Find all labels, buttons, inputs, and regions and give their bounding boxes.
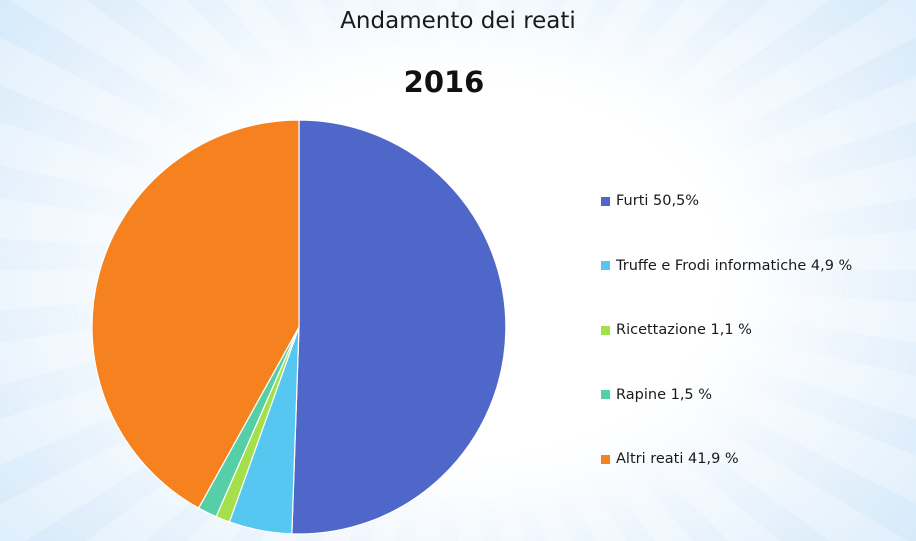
legend-label: Ricettazione 1,1 % — [616, 322, 752, 338]
pie-slice-4 — [91, 119, 300, 509]
pie-slice-0 — [291, 119, 507, 535]
legend-item-1: Truffe e Frodi informatiche 4,9 % — [601, 255, 852, 277]
chart-legend: Furti 50,5% Truffe e Frodi informatiche 4… — [601, 190, 852, 513]
legend-label: Furti 50,5% — [616, 193, 700, 209]
legend-item-4: Altri reati 41,9 % — [601, 448, 852, 470]
legend-label: Altri reati 41,9 % — [616, 451, 739, 467]
legend-item-2: Ricettazione 1,1 % — [601, 319, 852, 341]
legend-swatch — [601, 454, 610, 464]
chart-subtitle: 2016 — [403, 65, 485, 99]
chart-title: Andamento dei reati — [340, 8, 576, 34]
legend-item-3: Rapine 1,5 % — [601, 384, 852, 406]
legend-item-0: Furti 50,5% — [601, 190, 852, 212]
legend-label: Rapine 1,5 % — [616, 386, 713, 403]
legend-label: Truffe e Frodi informatiche 4,9 % — [616, 257, 853, 274]
legend-swatch — [601, 196, 610, 206]
legend-swatch — [601, 390, 610, 399]
legend-swatch — [601, 261, 610, 270]
legend-swatch — [601, 325, 610, 335]
